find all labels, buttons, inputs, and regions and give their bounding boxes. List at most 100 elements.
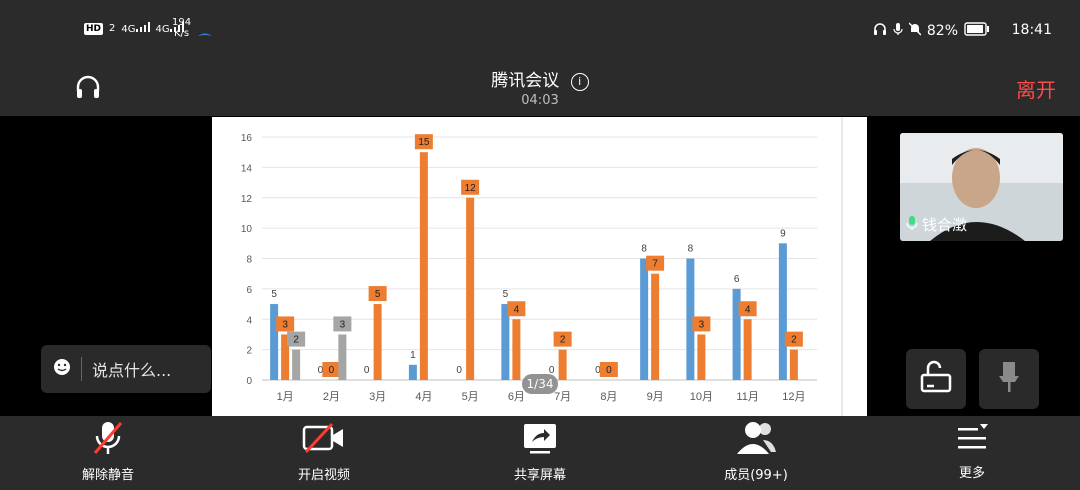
leave-button[interactable]: 离开 (1016, 78, 1056, 102)
share-screen-label: 共享屏幕 (513, 468, 566, 483)
bar (373, 304, 382, 380)
emoji-icon[interactable] (53, 358, 71, 380)
pin-icon (996, 360, 1022, 398)
y-tick-label: 8 (246, 255, 252, 266)
participant-name-tag: 钱合澂 (906, 214, 967, 235)
chat-input[interactable]: 说点什么... (41, 345, 211, 393)
shared-screen: 0 2 4 6 8 10 12 14 16 1月 2月 3月 4月 5月 6月 7月 8月 9月 10月 11月 12月… (212, 117, 867, 416)
x-tick-label: 12月 (782, 391, 805, 403)
bar (778, 243, 787, 380)
data-label-box (276, 316, 295, 332)
data-label-box (692, 316, 711, 332)
bird-icon (198, 24, 212, 43)
bar (558, 349, 567, 380)
start-video-label: 开启视频 (297, 468, 350, 483)
members-button[interactable]: 成员(99+) (696, 420, 816, 483)
data-label: 2 (560, 335, 566, 346)
unlock-rotate-icon (919, 360, 953, 398)
y-tick-label: 4 (246, 315, 252, 326)
data-label: 3 (340, 319, 346, 330)
x-tick-label: 7月 (554, 391, 571, 403)
unmute-label: 解除静音 (81, 468, 134, 483)
x-tick-label: 4月 (415, 391, 432, 403)
pin-button[interactable] (979, 349, 1039, 409)
data-label-box (507, 301, 526, 317)
meeting-header (0, 58, 1080, 116)
x-tick-label: 11月 (736, 391, 758, 403)
hd-badge: HD (84, 22, 104, 35)
data-label-box (414, 134, 433, 150)
camera-off-icon (302, 422, 346, 460)
data-label: 5 (271, 289, 277, 300)
mic-on-icon (906, 215, 918, 235)
bar (640, 258, 649, 380)
data-label: 6 (734, 274, 740, 285)
data-label: 0 (329, 365, 335, 376)
y-tick-label: 0 (246, 376, 252, 387)
data-label: 8 (688, 244, 694, 255)
signal-group: HD 2 4G 4G (84, 22, 184, 35)
rotate-screen-button[interactable] (906, 349, 966, 409)
info-icon[interactable]: i (570, 73, 589, 91)
x-tick-label: 5月 (462, 391, 479, 403)
signal-1: 4G (121, 22, 150, 35)
data-label-box (287, 331, 306, 347)
x-tick-label: 3月 (369, 391, 386, 403)
data-label-box (599, 362, 618, 377)
data-label-box (646, 255, 665, 271)
bar (466, 197, 475, 380)
data-label-box (553, 331, 572, 347)
data-label: 3 (699, 319, 705, 330)
participant-avatar (900, 133, 1063, 241)
bar (789, 349, 798, 380)
data-label-box (368, 286, 387, 302)
x-tick-label: 9月 (647, 391, 664, 403)
share-screen-icon (522, 424, 558, 460)
data-label-box (461, 179, 480, 195)
members-icon (735, 422, 777, 460)
menu-icon (955, 424, 989, 458)
data-label: 0 (318, 365, 324, 376)
mic-icon (893, 22, 903, 40)
bar (686, 258, 695, 380)
bar (270, 304, 279, 380)
y-tick-label: 12 (241, 194, 253, 205)
bar (732, 288, 741, 380)
data-label: 4 (745, 304, 751, 315)
bar (743, 319, 752, 380)
bar (512, 319, 521, 380)
more-label: 更多 (958, 466, 985, 481)
headphone-icon (873, 22, 887, 40)
data-label-box (322, 362, 341, 377)
audio-device-icon[interactable] (75, 74, 101, 104)
data-label: 8 (641, 244, 647, 255)
page-indicator: 1/34 (522, 374, 558, 394)
y-tick-label: 10 (241, 224, 253, 235)
participant-video[interactable]: 钱合澂 (900, 133, 1063, 241)
more-button[interactable]: 更多 (912, 420, 1032, 481)
data-label: 12 (465, 183, 477, 194)
meeting-duration: 04:03 (521, 93, 559, 108)
data-label: 0 (549, 365, 555, 376)
mic-muted-icon (91, 422, 125, 460)
bar (338, 334, 347, 380)
data-label: 5 (503, 289, 509, 300)
bar (281, 334, 290, 380)
y-tick-label: 2 (246, 346, 252, 357)
y-tick-label: 6 (246, 285, 252, 296)
data-label: 5 (375, 289, 381, 300)
data-label: 2 (791, 335, 797, 346)
data-label: 0 (456, 365, 462, 376)
share-screen-button[interactable]: 共享屏幕 (480, 420, 600, 483)
data-label: 3 (282, 319, 288, 330)
battery-icon (964, 22, 990, 40)
x-tick-label: 10月 (690, 391, 713, 403)
start-video-button[interactable]: 开启视频 (264, 420, 384, 483)
y-tick-label: 14 (241, 163, 253, 174)
unmute-button[interactable]: 解除静音 (48, 420, 168, 483)
data-label-box (333, 316, 352, 332)
participant-name: 钱合澂 (922, 216, 968, 234)
network-speed: 194 K/s (172, 17, 192, 39)
data-label-box (784, 331, 803, 347)
meeting-title[interactable]: 腾讯会议 i (0, 66, 1080, 91)
